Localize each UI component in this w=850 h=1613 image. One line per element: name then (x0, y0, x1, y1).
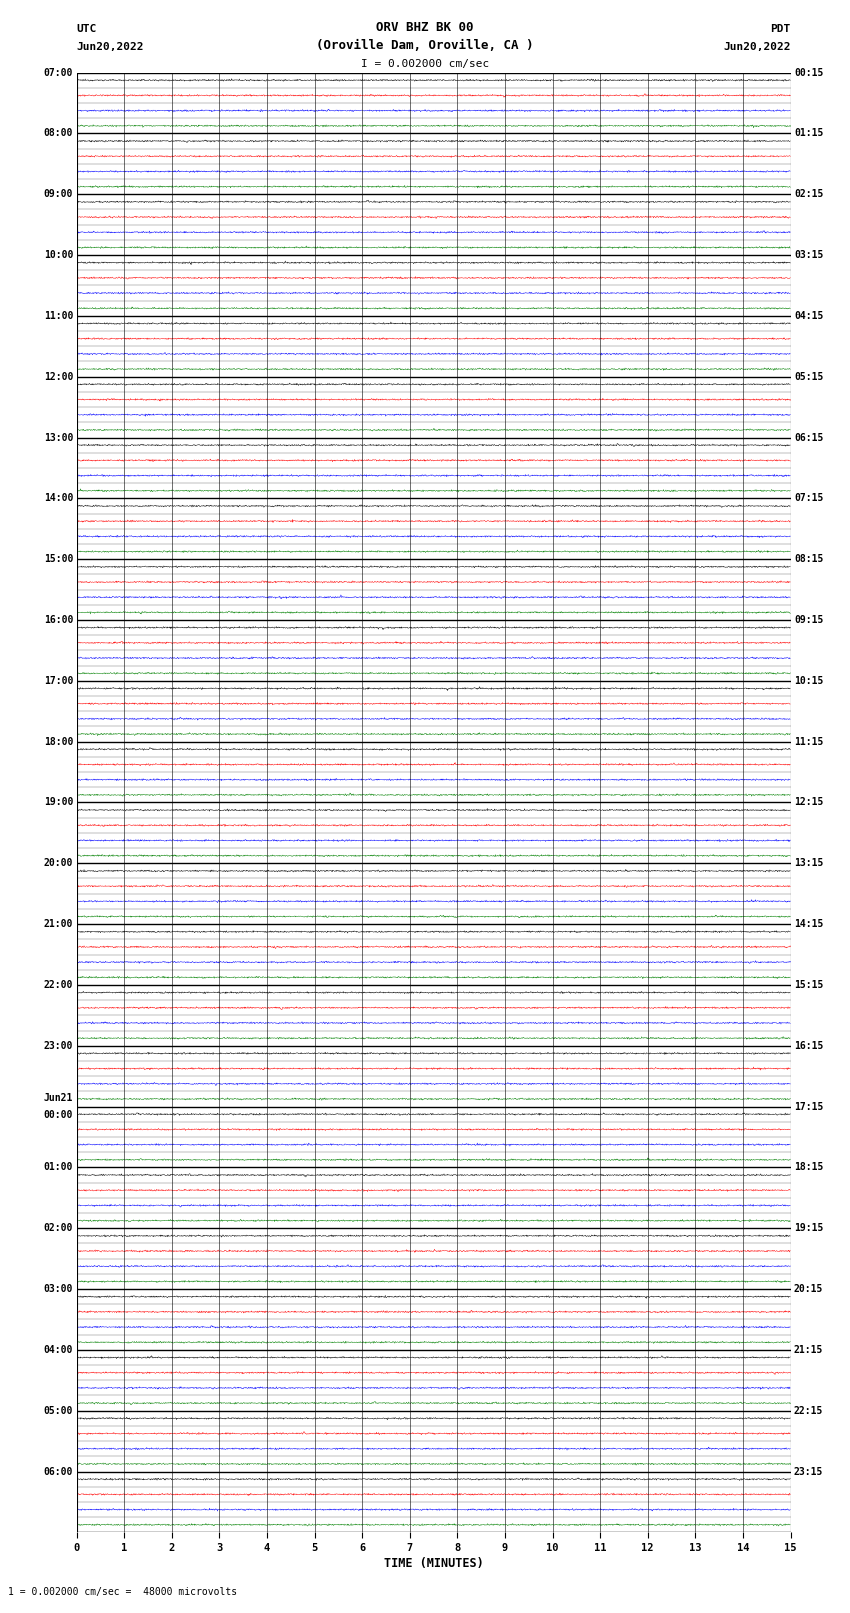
Text: 03:15: 03:15 (794, 250, 824, 260)
Text: 09:00: 09:00 (43, 189, 73, 200)
Text: 02:00: 02:00 (43, 1223, 73, 1234)
Text: 13:15: 13:15 (794, 858, 824, 868)
Text: 17:15: 17:15 (794, 1102, 824, 1111)
Text: 19:15: 19:15 (794, 1223, 824, 1234)
Text: 10:15: 10:15 (794, 676, 824, 686)
Text: 00:15: 00:15 (794, 68, 824, 77)
Text: 04:15: 04:15 (794, 311, 824, 321)
X-axis label: TIME (MINUTES): TIME (MINUTES) (383, 1557, 484, 1569)
Text: 05:15: 05:15 (794, 371, 824, 382)
Text: Jun20,2022: Jun20,2022 (723, 42, 791, 52)
Text: 20:00: 20:00 (43, 858, 73, 868)
Text: 20:15: 20:15 (794, 1284, 824, 1294)
Text: 02:15: 02:15 (794, 189, 824, 200)
Text: 15:00: 15:00 (43, 555, 73, 565)
Text: 22:00: 22:00 (43, 981, 73, 990)
Text: 08:15: 08:15 (794, 555, 824, 565)
Text: 07:15: 07:15 (794, 494, 824, 503)
Text: ORV BHZ BK 00: ORV BHZ BK 00 (377, 21, 473, 34)
Text: UTC: UTC (76, 24, 97, 34)
Text: 06:15: 06:15 (794, 432, 824, 442)
Text: 05:00: 05:00 (43, 1405, 73, 1416)
Text: (Oroville Dam, Oroville, CA ): (Oroville Dam, Oroville, CA ) (316, 39, 534, 52)
Text: 18:00: 18:00 (43, 737, 73, 747)
Text: 21:15: 21:15 (794, 1345, 824, 1355)
Text: I = 0.002000 cm/sec: I = 0.002000 cm/sec (361, 60, 489, 69)
Text: 23:15: 23:15 (794, 1466, 824, 1476)
Text: 16:00: 16:00 (43, 615, 73, 624)
Text: 01:15: 01:15 (794, 129, 824, 139)
Text: 08:00: 08:00 (43, 129, 73, 139)
Text: 15:15: 15:15 (794, 981, 824, 990)
Text: 12:15: 12:15 (794, 797, 824, 808)
Text: 17:00: 17:00 (43, 676, 73, 686)
Text: 12:00: 12:00 (43, 371, 73, 382)
Text: 21:00: 21:00 (43, 919, 73, 929)
Text: 07:00: 07:00 (43, 68, 73, 77)
Text: 14:15: 14:15 (794, 919, 824, 929)
Text: Jun20,2022: Jun20,2022 (76, 42, 144, 52)
Text: Jun21: Jun21 (43, 1094, 73, 1103)
Text: 10:00: 10:00 (43, 250, 73, 260)
Text: 18:15: 18:15 (794, 1163, 824, 1173)
Text: 06:00: 06:00 (43, 1466, 73, 1476)
Text: 19:00: 19:00 (43, 797, 73, 808)
Text: 23:00: 23:00 (43, 1040, 73, 1050)
Text: 1 = 0.002000 cm/sec =  48000 microvolts: 1 = 0.002000 cm/sec = 48000 microvolts (8, 1587, 238, 1597)
Text: 01:00: 01:00 (43, 1163, 73, 1173)
Text: 22:15: 22:15 (794, 1405, 824, 1416)
Text: 14:00: 14:00 (43, 494, 73, 503)
Text: 00:00: 00:00 (43, 1110, 73, 1119)
Text: 16:15: 16:15 (794, 1040, 824, 1050)
Text: 03:00: 03:00 (43, 1284, 73, 1294)
Text: 11:15: 11:15 (794, 737, 824, 747)
Text: 11:00: 11:00 (43, 311, 73, 321)
Text: 04:00: 04:00 (43, 1345, 73, 1355)
Text: 13:00: 13:00 (43, 432, 73, 442)
Text: PDT: PDT (770, 24, 790, 34)
Text: 09:15: 09:15 (794, 615, 824, 624)
